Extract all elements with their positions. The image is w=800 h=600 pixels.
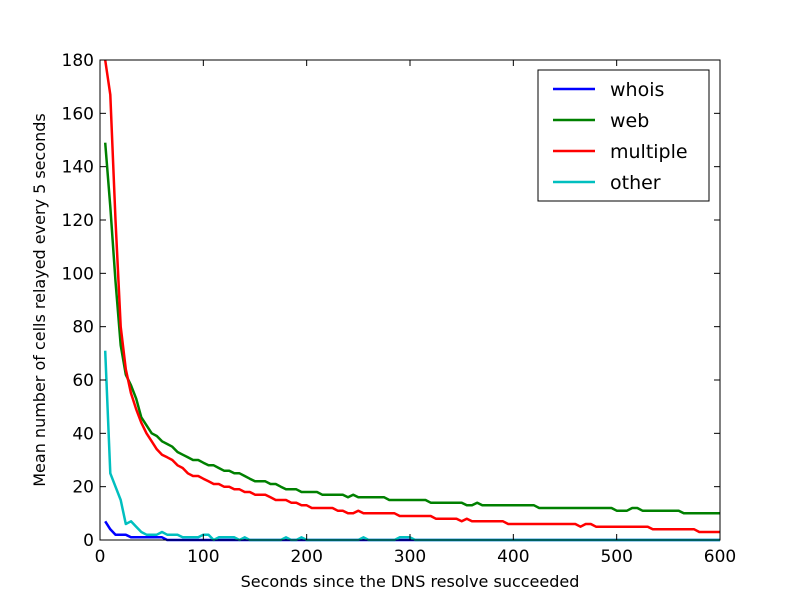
y-tick-label: 20 <box>72 478 94 498</box>
x-tick-label: 100 <box>187 547 219 567</box>
y-tick-label: 40 <box>72 424 94 444</box>
x-tick-label: 600 <box>704 547 736 567</box>
legend-label-multiple: multiple <box>610 141 688 163</box>
legend-box <box>537 69 710 202</box>
x-tick-label: 200 <box>290 547 322 567</box>
y-tick-label: 60 <box>72 371 94 391</box>
x-tick-label: 500 <box>600 547 632 567</box>
y-axis-label: Mean number of cells relayed every 5 sec… <box>30 113 49 487</box>
series-line-web <box>103 142 720 515</box>
legend-label-other: other <box>610 172 661 194</box>
y-tick-label: 140 <box>62 158 94 178</box>
y-tick-label: 80 <box>72 318 94 338</box>
x-tick-label: 300 <box>394 547 426 567</box>
y-tick-label: 180 <box>62 51 94 71</box>
y-tick-label: 120 <box>62 211 94 231</box>
ticks-layer: 0 100 200 300 400 500 600 0 20 40 60 80 100 120 140 160… <box>62 51 737 567</box>
legend-label-web: web <box>610 110 649 132</box>
y-tick-label: 100 <box>62 264 94 284</box>
y-tick-label: 160 <box>62 104 94 124</box>
legend: whois web multiple other <box>537 69 710 202</box>
x-tick-label: 400 <box>497 547 529 567</box>
x-tick-label: 0 <box>95 547 106 567</box>
legend-label-whois: whois <box>610 79 664 101</box>
y-tick-label: 0 <box>83 531 94 551</box>
x-axis-label: Seconds since the DNS resolve succeeded <box>241 572 580 591</box>
series-line-multiple <box>103 59 720 534</box>
